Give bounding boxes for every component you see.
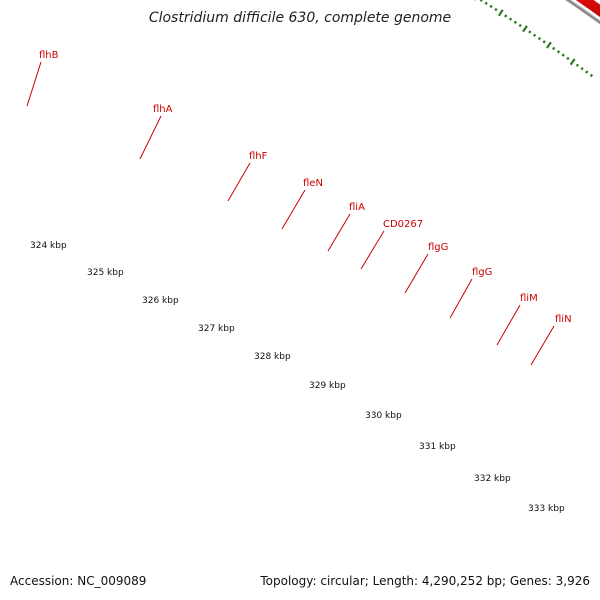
minor-tick: [575, 63, 579, 67]
kbp-label: 329 kbp: [309, 381, 346, 391]
gene-label-fliM[interactable]: fliM: [496, 293, 538, 346]
minor-tick: [585, 70, 589, 74]
major-tick: [546, 41, 552, 49]
gene-label-text: fliM: [520, 293, 538, 304]
gene-label-fliA[interactable]: fliA: [327, 202, 365, 252]
gene-label-fleN[interactable]: fleN: [281, 178, 323, 230]
minor-tick: [484, 1, 488, 5]
cds-arrow[interactable]: [524, 0, 600, 24]
gene-label-text: fliA: [349, 202, 365, 213]
kbp-label: 330 kbp: [365, 411, 402, 421]
minor-tick: [556, 50, 561, 54]
gene-label-text: flhB: [39, 50, 59, 61]
kbp-label: 328 kbp: [254, 352, 291, 362]
kbp-label: 325 kbp: [87, 268, 124, 278]
gene-label-text: flhA: [153, 104, 173, 115]
minor-tick: [494, 7, 498, 12]
gene-label-text: flhF: [249, 151, 268, 162]
kbp-label: 326 kbp: [142, 296, 179, 306]
accession-text: Accession: NC_009089: [10, 574, 147, 588]
major-tick: [522, 25, 528, 33]
gene-label-text: fliN: [555, 314, 572, 325]
minor-tick: [542, 40, 546, 44]
kbp-label: 332 kbp: [474, 474, 511, 484]
gene-callouts: flhB flhA flhF fleN fliA CD0267 flgG fl: [26, 50, 572, 366]
gene-label-flgG-1[interactable]: flgG: [404, 242, 448, 294]
gene-label-text: flgG: [472, 267, 492, 278]
major-tick: [569, 58, 576, 66]
minor-tick: [589, 73, 594, 78]
minor-tick: [561, 53, 565, 57]
minor-tick: [566, 56, 570, 61]
minor-tick: [580, 66, 584, 71]
gene-label-flhF[interactable]: flhF: [227, 151, 268, 202]
minor-tick: [518, 23, 522, 28]
kbp-label: 333 kbp: [528, 504, 565, 514]
upper-tick-ring: [0, 0, 600, 7]
kbp-label: 327 kbp: [198, 324, 235, 334]
kbp-scale: 324 kbp 325 kbp 326 kbp 327 kbp 328 kbp …: [30, 241, 565, 514]
minor-tick: [532, 33, 537, 37]
cds-track: [524, 0, 600, 24]
major-tick: [497, 9, 504, 17]
minor-tick: [508, 17, 513, 21]
gene-label-flhA[interactable]: flhA: [139, 104, 173, 160]
kbp-label: 324 kbp: [30, 241, 67, 251]
gene-label-text: CD0267: [383, 219, 423, 230]
gene-label-flhB[interactable]: flhB: [26, 50, 59, 107]
page-title: Clostridium difficile 630, complete geno…: [148, 10, 452, 26]
minor-tick: [552, 46, 556, 51]
genome-summary-text: Topology: circular; Length: 4,290,252 bp…: [260, 574, 590, 588]
minor-tick: [479, 0, 483, 2]
gene-label-text: fleN: [303, 178, 323, 189]
gene-label-CD0267[interactable]: CD0267: [360, 219, 423, 270]
minor-tick: [489, 4, 493, 9]
minor-tick: [528, 30, 532, 34]
kbp-label: 331 kbp: [419, 442, 456, 452]
minor-tick: [513, 20, 517, 24]
gene-label-flgG-2[interactable]: flgG: [449, 267, 492, 319]
minor-tick: [537, 36, 541, 41]
minor-tick: [504, 14, 508, 18]
lower-tick-ring: [474, 0, 594, 78]
gene-label-text: flgG: [428, 242, 448, 253]
gene-label-fliN[interactable]: fliN: [530, 314, 572, 366]
